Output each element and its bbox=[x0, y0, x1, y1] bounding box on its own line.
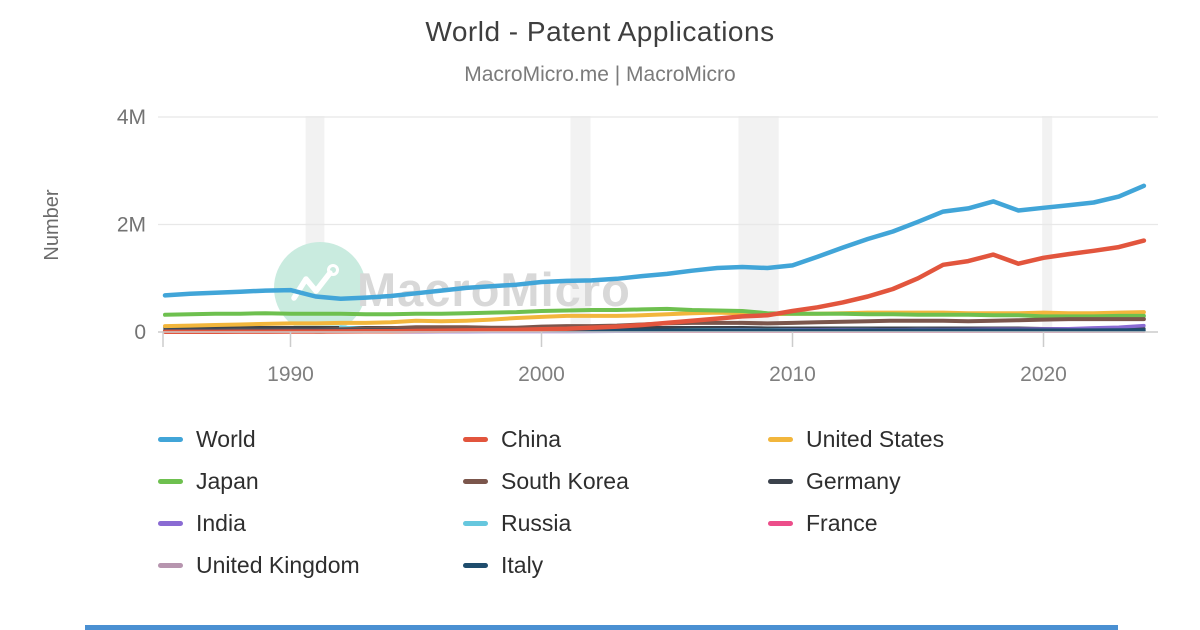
legend-item-united-states[interactable]: United States bbox=[768, 426, 1098, 453]
legend-item-india[interactable]: India bbox=[158, 510, 463, 537]
watermark-text: MacroMicro bbox=[357, 263, 631, 316]
x-tick-label: 2020 bbox=[1020, 363, 1067, 386]
legend-item-united-kingdom[interactable]: United Kingdom bbox=[158, 552, 463, 579]
watermark-zigzag-icon bbox=[291, 270, 333, 301]
legend-label: India bbox=[196, 510, 246, 536]
legend-label: Russia bbox=[501, 510, 572, 536]
line-chart-plot-area[interactable]: MacroMicro 1990 2000 2010 2020 0 2M 4M Number bbox=[0, 0, 1200, 400]
legend-item-south-korea[interactable]: South Korea bbox=[463, 468, 768, 495]
legend-swatch-italy bbox=[463, 563, 488, 568]
legend-label: United States bbox=[806, 426, 945, 452]
legend-swatch-germany bbox=[768, 479, 793, 484]
legend-swatch-india bbox=[158, 521, 183, 526]
legend-swatch-south-korea bbox=[463, 479, 488, 484]
legend-label: China bbox=[501, 426, 562, 452]
legend-swatch-russia bbox=[463, 521, 488, 526]
legend-swatch-united-states bbox=[768, 437, 793, 442]
y-tick-label: 4M bbox=[117, 106, 146, 129]
chart-subtitle: MacroMicro.me | MacroMicro bbox=[464, 63, 736, 86]
legend-swatch-world bbox=[158, 437, 183, 442]
legend-swatch-united-kingdom bbox=[158, 563, 183, 568]
y-tick-label: 0 bbox=[134, 321, 146, 344]
series-line-world bbox=[162, 183, 1147, 301]
chart-title: World - Patent Applications bbox=[425, 16, 775, 47]
legend-label: World bbox=[196, 426, 256, 452]
legend-item-germany[interactable]: Germany bbox=[768, 468, 1098, 495]
y-axis-title: Number bbox=[41, 189, 63, 260]
legend-label: Japan bbox=[196, 468, 259, 494]
y-tick-label: 2M bbox=[117, 214, 146, 237]
legend-item-japan[interactable]: Japan bbox=[158, 468, 463, 495]
watermark-ring-icon bbox=[327, 264, 339, 276]
x-tick-label: 1990 bbox=[267, 363, 314, 386]
legend-item-world[interactable]: World bbox=[158, 426, 463, 453]
legend-item-france[interactable]: France bbox=[768, 510, 1098, 537]
footer-bar bbox=[85, 625, 1118, 630]
legend-swatch-france bbox=[768, 521, 793, 526]
legend-item-italy[interactable]: Italy bbox=[463, 552, 768, 579]
macromicro-watermark: MacroMicro bbox=[274, 242, 631, 334]
legend-item-russia[interactable]: Russia bbox=[463, 510, 768, 537]
legend-swatch-china bbox=[463, 437, 488, 442]
x-tick-label: 2000 bbox=[518, 363, 565, 386]
legend-label: United Kingdom bbox=[196, 552, 360, 578]
series-line-japan bbox=[163, 306, 1146, 319]
legend-label: Germany bbox=[806, 468, 901, 494]
legend: World China United States Japan South Korea G… bbox=[158, 426, 1098, 579]
x-tick-label: 2010 bbox=[769, 363, 816, 386]
legend-swatch-japan bbox=[158, 479, 183, 484]
legend-label: Italy bbox=[501, 552, 544, 578]
legend-item-china[interactable]: China bbox=[463, 426, 768, 453]
legend-label: France bbox=[806, 510, 878, 536]
legend-label: South Korea bbox=[501, 468, 629, 494]
